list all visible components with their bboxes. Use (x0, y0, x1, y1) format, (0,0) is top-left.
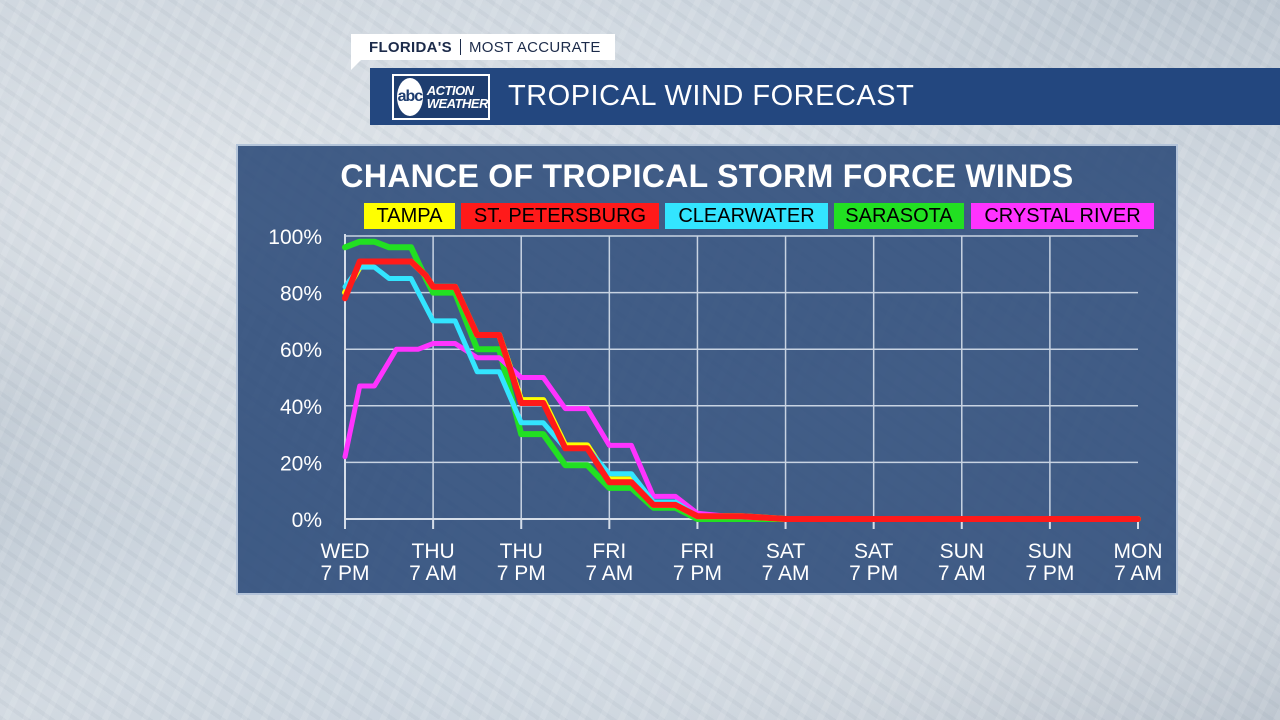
x-tick-label-time: 7 AM (938, 562, 986, 585)
x-tick-label-time: 7 PM (320, 562, 369, 585)
x-tick-label-day: MON (1114, 540, 1163, 563)
legend-item-clearwater: CLEARWATER (665, 203, 828, 229)
x-tick-label-time: 7 AM (409, 562, 457, 585)
x-tick-label-time: 7 PM (673, 562, 722, 585)
title-bar: abc ACTION WEATHER TROPICAL WIND FORECAS… (370, 68, 1280, 125)
x-tick-label-time: 7 AM (1114, 562, 1162, 585)
legend-item-st-petersburg: ST. PETERSBURG (461, 203, 659, 229)
brand-tag-secondary: MOST ACCURATE (468, 38, 601, 56)
x-tick-label-day: SUN (1028, 540, 1072, 563)
x-tick-label-time: 7 PM (1025, 562, 1074, 585)
abc-action-weather-logo: abc ACTION WEATHER (392, 73, 490, 120)
series-line-crystal-river (342, 341, 1141, 522)
x-tick-label-time: 7 PM (497, 562, 546, 585)
legend-item-sarasota: SARASOTA (834, 203, 964, 229)
x-tick-label-day: SAT (854, 540, 893, 563)
y-tick-label: 20% (280, 452, 322, 475)
x-tick-label-day: THU (412, 540, 455, 563)
brand-tag-primary: FLORIDA'S (369, 38, 452, 56)
x-tick-label-time: 7 PM (849, 562, 898, 585)
y-tick-label: 80% (280, 283, 322, 306)
brand-tag-separator (459, 39, 461, 55)
y-tick-label: 60% (280, 339, 322, 362)
legend-item-tampa: TAMPA (364, 203, 455, 229)
x-tick-label-day: FRI (592, 540, 626, 563)
x-tick-label-day: WED (321, 540, 370, 563)
x-tick-label-day: SAT (766, 540, 805, 563)
x-tick-label-day: FRI (681, 540, 715, 563)
series-line-st-petersburg (342, 258, 1141, 522)
y-tick-label: 40% (280, 396, 322, 419)
action-weather-wordmark: ACTION WEATHER (426, 82, 489, 111)
series-line-sarasota (342, 238, 1141, 522)
logo-line-1: ACTION (426, 82, 474, 98)
x-tick-label-day: THU (500, 540, 543, 563)
x-tick-label-time: 7 AM (585, 562, 633, 585)
brand-tag-tail (351, 60, 361, 70)
page-title: TROPICAL WIND FORECAST (508, 80, 915, 112)
x-tick-label-time: 7 AM (762, 562, 810, 585)
legend-item-crystal-river: CRYSTAL RIVER (971, 203, 1154, 229)
y-tick-label: 100% (268, 226, 322, 249)
x-tick-label-day: SUN (940, 540, 984, 563)
logo-line-2: WEATHER (426, 95, 489, 111)
chart-title: CHANCE OF TROPICAL STORM FORCE WINDS (340, 158, 1074, 194)
y-tick-label: 0% (292, 509, 322, 532)
abc-logo-circle: abc (397, 77, 423, 116)
brand-tag: FLORIDA'S MOST ACCURATE (351, 34, 615, 60)
